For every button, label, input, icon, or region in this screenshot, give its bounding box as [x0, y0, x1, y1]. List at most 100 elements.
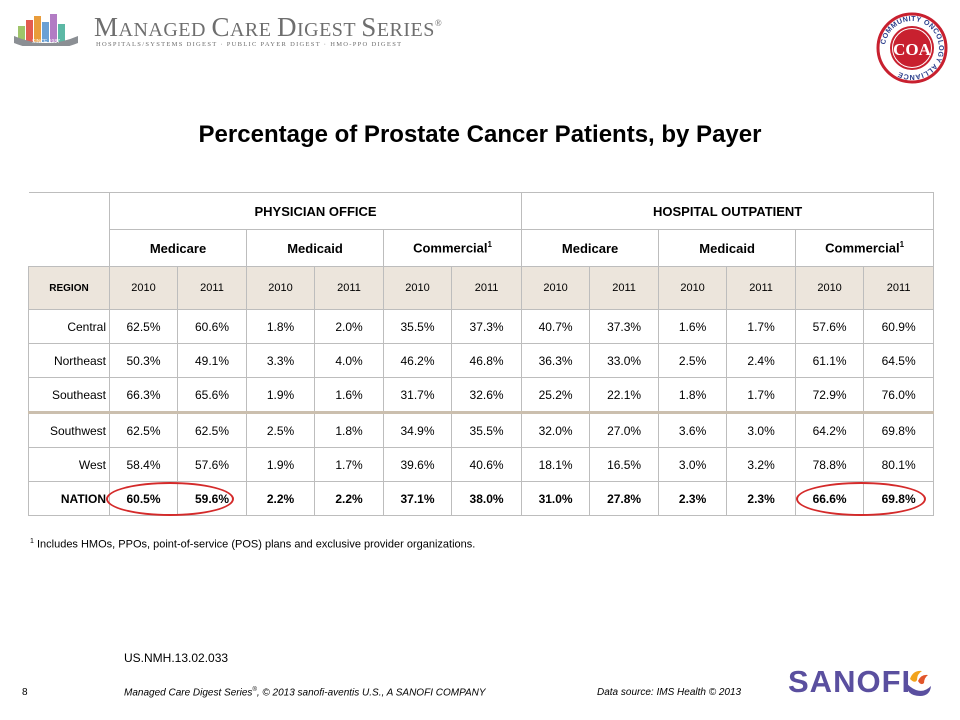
- value-cell: 2.3%: [726, 481, 797, 516]
- logo-title-initial-s: S: [361, 12, 377, 42]
- copyright-notice: Managed Care Digest Series®, © 2013 sano…: [124, 687, 486, 698]
- logo-registered-mark: ®: [434, 18, 443, 28]
- sanofi-bird-icon: [906, 670, 931, 696]
- year-header: 2011: [863, 266, 935, 310]
- payer-header: Commercial1: [382, 229, 523, 267]
- value-cell: 32.6%: [450, 377, 523, 414]
- value-cell: 60.9%: [863, 309, 935, 344]
- value-cell: 16.5%: [589, 447, 660, 482]
- logo-title-part-e: IGEST: [296, 19, 362, 41]
- value-cell: 50.3%: [109, 343, 178, 378]
- value-cell: 58.4%: [109, 447, 178, 482]
- year-header: 2010: [521, 266, 591, 310]
- value-cell: 60.6%: [177, 309, 247, 344]
- value-cell: 2.3%: [658, 481, 728, 516]
- year-header: 2010: [658, 266, 728, 310]
- logo-title-part-a: ANAGED: [118, 19, 212, 41]
- value-cell: 4.0%: [314, 343, 384, 378]
- value-cell: 37.3%: [589, 309, 660, 344]
- value-cell: 46.2%: [383, 343, 452, 378]
- value-cell: 76.0%: [863, 377, 935, 414]
- sanofi-wordmark: SANOFI: [788, 664, 912, 699]
- value-cell: 2.2%: [246, 481, 315, 516]
- value-cell: 1.7%: [726, 309, 797, 344]
- payer-header: Medicaid: [246, 229, 384, 267]
- value-cell: 65.6%: [177, 377, 247, 414]
- table-corner-cell: [28, 192, 110, 267]
- year-header: 2011: [589, 266, 660, 310]
- group-header-hospital-outpatient: HOSPITAL OUTPATIENT: [521, 192, 935, 230]
- copyright-registered-mark: ®: [252, 687, 257, 693]
- group-header-physician-office: PHYSICIAN OFFICE: [108, 192, 523, 230]
- value-cell: 64.5%: [863, 343, 935, 378]
- managed-care-digest-logo: SINCE 1987 MANAGED CARE DIGEST SERIES® H…: [14, 10, 442, 48]
- year-header: 2011: [726, 266, 797, 310]
- value-cell: 66.3%: [109, 377, 178, 414]
- value-cell: 62.5%: [177, 412, 247, 448]
- payer-header: Commercial1: [795, 229, 935, 267]
- data-source-note: Data source: IMS Health © 2013: [597, 687, 742, 698]
- footnote-marker: 1: [30, 538, 34, 545]
- table-body: Central 62.5% 60.6% 1.8% 2.0% 35.5% 37.3% 40.7%…: [28, 309, 935, 516]
- payer-header: Medicare: [521, 229, 660, 267]
- value-cell: 40.6%: [450, 447, 523, 482]
- logo-title: MANAGED CARE DIGEST SERIES®: [94, 12, 442, 43]
- payer-label: Commercial: [413, 240, 488, 256]
- value-cell: 1.8%: [246, 309, 315, 344]
- value-cell: 37.3%: [450, 309, 523, 344]
- value-cell: 1.6%: [658, 309, 728, 344]
- value-cell: 2.5%: [246, 412, 315, 448]
- coa-seal-logo: COMMUNITY ONCOLOGY ALLIANCE COA: [876, 12, 948, 84]
- logo-title-part-f: ERIES: [376, 19, 435, 41]
- value-cell: 3.2%: [726, 447, 797, 482]
- value-cell: 57.6%: [795, 309, 865, 344]
- payer-label: Medicare: [149, 240, 207, 256]
- year-header: 2010: [383, 266, 452, 310]
- region-cell: NATION: [28, 481, 110, 516]
- logo-title-initial-d: D: [276, 12, 297, 42]
- value-cell: 1.9%: [246, 377, 315, 414]
- footnote-text: Includes HMOs, PPOs, point-of-service (P…: [33, 538, 476, 551]
- document-code: US.NMH.13.02.033: [124, 651, 229, 665]
- value-cell: 61.1%: [795, 343, 865, 378]
- payer-header: Medicare: [109, 229, 247, 267]
- value-cell: 72.9%: [795, 377, 865, 414]
- value-cell: 25.2%: [521, 377, 591, 414]
- region-cell: West: [28, 447, 110, 482]
- table-row-northeast: Northeast 50.3% 49.1% 3.3% 4.0% 46.2% 46.8% 36.…: [28, 343, 935, 378]
- year-header: 2011: [314, 266, 384, 310]
- coa-seal-text: COA: [893, 40, 932, 59]
- value-cell: 1.8%: [658, 377, 728, 414]
- value-cell: 37.1%: [383, 481, 452, 516]
- value-cell: 46.8%: [450, 343, 523, 378]
- value-cell: 57.6%: [177, 447, 247, 482]
- logo-title-initial-m: M: [94, 12, 119, 42]
- table-row-west: West 58.4% 57.6% 1.9% 1.7% 39.6% 40.6% 18.1% 16.…: [28, 447, 935, 482]
- value-cell: 40.7%: [521, 309, 591, 344]
- value-cell: 18.1%: [521, 447, 591, 482]
- value-cell: 2.5%: [658, 343, 728, 378]
- value-cell: 80.1%: [863, 447, 935, 482]
- table-row-southwest: Southwest 62.5% 62.5% 2.5% 1.8% 34.9% 35.5% 32.…: [28, 412, 935, 448]
- value-cell: 1.6%: [314, 377, 384, 414]
- region-cell: Southeast: [28, 377, 110, 414]
- value-cell: 62.5%: [109, 412, 178, 448]
- value-cell: 35.5%: [450, 412, 523, 448]
- value-cell: 1.8%: [314, 412, 384, 448]
- value-cell: 32.0%: [521, 412, 591, 448]
- value-cell: 2.0%: [314, 309, 384, 344]
- value-cell: 3.6%: [658, 412, 728, 448]
- page-title: Percentage of Prostate Cancer Patients, …: [198, 121, 762, 148]
- year-header: 2011: [177, 266, 247, 310]
- value-cell: 62.5%: [109, 309, 178, 344]
- table-group-header-row: PHYSICIAN OFFICE HOSPITAL OUTPATIENT: [28, 192, 935, 267]
- page-number: 8: [22, 687, 28, 698]
- bar-chart-logo-icon: SINCE 1987: [14, 14, 78, 46]
- logo-title-part-b: ARE: [229, 19, 277, 41]
- value-cell: 1.7%: [726, 377, 797, 414]
- value-cell: 1.9%: [246, 447, 315, 482]
- value-cell: 31.7%: [383, 377, 452, 414]
- table-footnote: 1 Includes HMOs, PPOs, point-of-service …: [30, 538, 475, 551]
- value-cell: 3.0%: [658, 447, 728, 482]
- region-column-header: REGION: [28, 266, 110, 310]
